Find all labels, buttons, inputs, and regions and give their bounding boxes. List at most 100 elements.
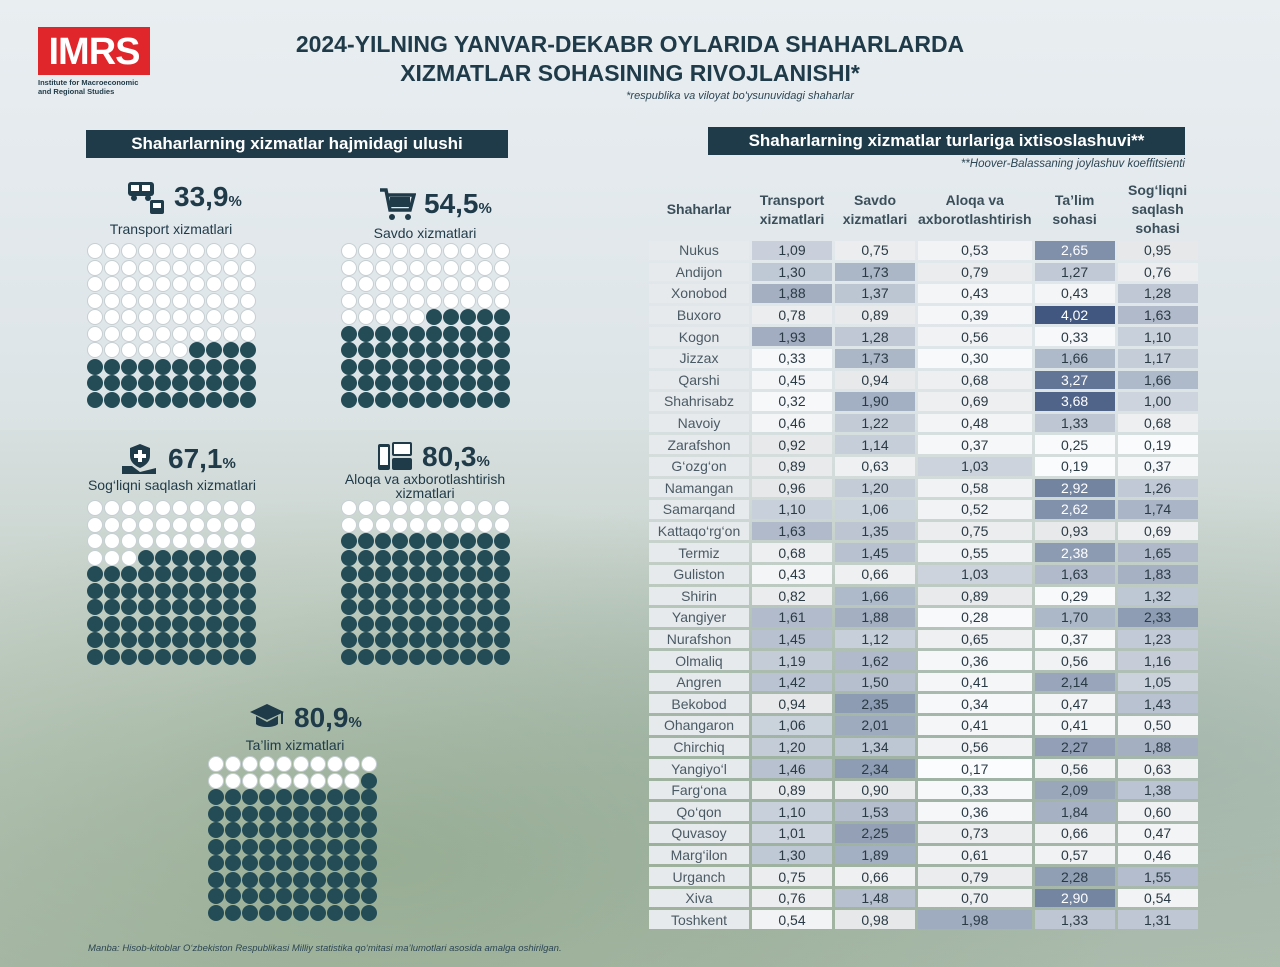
waffle-dot-empty: [189, 325, 205, 342]
waffle-dot-filled: [223, 391, 239, 408]
waffle-dot-empty: [155, 243, 171, 259]
waffle-dot-filled: [310, 888, 326, 904]
coefficient-cell: 0,66: [835, 564, 915, 584]
waffle-dot-filled: [310, 855, 326, 871]
coefficient-cell: 0,36: [918, 802, 1032, 822]
waffle-dot-filled: [104, 375, 120, 391]
coefficient-cell: 0,98: [835, 910, 915, 929]
waffle-dot-empty: [426, 292, 442, 309]
city-name-cell: Bekobod: [649, 694, 749, 714]
waffle-dot-filled: [494, 325, 510, 342]
waffle-dot-empty: [208, 756, 224, 772]
table-row: Qo‘qon 1,10 1,53 0,36 1,84 0,60: [649, 802, 1198, 822]
waffle-dot-filled: [172, 566, 188, 582]
waffle-dot-empty: [240, 309, 256, 325]
waffle-dot-filled: [259, 789, 275, 805]
waffle-dot-empty: [223, 309, 239, 325]
waffle-dot-filled: [494, 648, 510, 665]
waffle-dot-filled: [375, 391, 391, 408]
coefficient-cell: 0,92: [752, 435, 832, 454]
waffle-dot-filled: [341, 648, 357, 665]
waffle-dot-filled: [259, 871, 275, 888]
coefficient-cell: 0,54: [1117, 888, 1198, 908]
waffle-dot-filled: [121, 632, 137, 648]
waffle-dot-empty: [104, 243, 120, 259]
waffle-dot-empty: [443, 259, 459, 276]
coefficient-cell: 0,37: [1034, 629, 1115, 649]
healthcare-share-label: Sog‘liqni saqlash xizmatlari: [87, 477, 257, 493]
waffle-dot-filled: [206, 566, 222, 582]
coefficient-cell: 0,58: [918, 478, 1032, 498]
coefficient-cell: 1,88: [752, 284, 832, 303]
coefficient-cell: 0,37: [918, 435, 1032, 454]
waffle-dot-filled: [494, 566, 510, 582]
waffle-dot-filled: [341, 582, 357, 599]
waffle-dot-empty: [409, 276, 425, 292]
waffle-dot-filled: [409, 549, 425, 566]
waffle-dot-empty: [189, 533, 205, 549]
waffle-dot-empty: [87, 342, 103, 358]
coefficient-cell: 0,75: [752, 867, 832, 886]
waffle-dot-filled: [310, 789, 326, 805]
coefficient-cell: 0,78: [752, 305, 832, 325]
waffle-dot-filled: [460, 648, 476, 665]
coefficient-cell: 0,76: [1117, 262, 1198, 282]
waffle-dot-filled: [477, 648, 493, 665]
coefficient-cell: 0,90: [835, 780, 915, 800]
waffle-dot-filled: [276, 888, 292, 904]
table-row: Shahrisabz 0,32 1,90 0,69 3,68 1,00: [649, 392, 1198, 411]
waffle-dot-filled: [477, 358, 493, 375]
waffle-dot-filled: [375, 549, 391, 566]
coefficient-cell: 1,38: [1117, 780, 1198, 800]
waffle-dot-filled: [138, 375, 154, 391]
waffle-dot-filled: [189, 358, 205, 375]
coefficient-cell: 0,39: [918, 305, 1032, 325]
waffle-dot-empty: [392, 276, 408, 292]
waffle-dot-filled: [477, 375, 493, 391]
coefficient-cell: 2,09: [1034, 780, 1115, 800]
waffle-dot-filled: [327, 871, 343, 888]
waffle-dot-filled: [223, 648, 239, 665]
waffle-dot-filled: [138, 615, 154, 632]
waffle-dot-empty: [138, 500, 154, 516]
waffle-dot-empty: [87, 533, 103, 549]
waffle-dot-empty: [341, 243, 357, 259]
coefficient-cell: 0,53: [918, 241, 1032, 260]
coefficient-cell: 0,66: [835, 867, 915, 886]
city-name-cell: Toshkent: [649, 910, 749, 929]
waffle-dot-filled: [225, 789, 241, 805]
waffle-dot-filled: [477, 391, 493, 408]
header-trade: Savdo xizmatlari: [842, 191, 908, 227]
header-cities: Shaharlar: [666, 201, 732, 217]
waffle-dot-filled: [494, 549, 510, 566]
waffle-dot-filled: [223, 358, 239, 375]
waffle-dot-empty: [172, 259, 188, 276]
coefficient-cell: 1,01: [752, 824, 832, 843]
waffle-dot-filled: [208, 904, 224, 921]
coefficient-cell: 1,03: [918, 564, 1032, 584]
waffle-dot-filled: [138, 358, 154, 375]
city-name-cell: Qarshi: [649, 370, 749, 390]
waffle-dot-empty: [358, 292, 374, 309]
city-name-cell: Chirchiq: [649, 737, 749, 757]
waffle-dot-filled: [477, 582, 493, 599]
waffle-dot-filled: [276, 904, 292, 921]
coefficient-cell: 1,43: [1117, 694, 1198, 714]
waffle-dot-filled: [225, 805, 241, 822]
waffle-dot-filled: [361, 904, 377, 921]
waffle-dot-filled: [341, 391, 357, 408]
waffle-dot-filled: [494, 615, 510, 632]
waffle-dot-filled: [104, 615, 120, 632]
coefficient-cell: 0,82: [752, 586, 832, 606]
waffle-dot-filled: [392, 566, 408, 582]
waffle-dot-empty: [138, 342, 154, 358]
coefficient-cell: 0,41: [918, 716, 1032, 735]
waffle-dot-empty: [392, 500, 408, 516]
waffle-dot-empty: [104, 549, 120, 566]
waffle-dot-empty: [121, 309, 137, 325]
table-row: Ohangaron 1,06 2,01 0,41 0,41 0,50: [649, 716, 1198, 735]
waffle-dot-empty: [375, 276, 391, 292]
coefficient-cell: 0,41: [1034, 716, 1115, 735]
waffle-dot-filled: [208, 789, 224, 805]
city-name-cell: Shahrisabz: [649, 392, 749, 411]
